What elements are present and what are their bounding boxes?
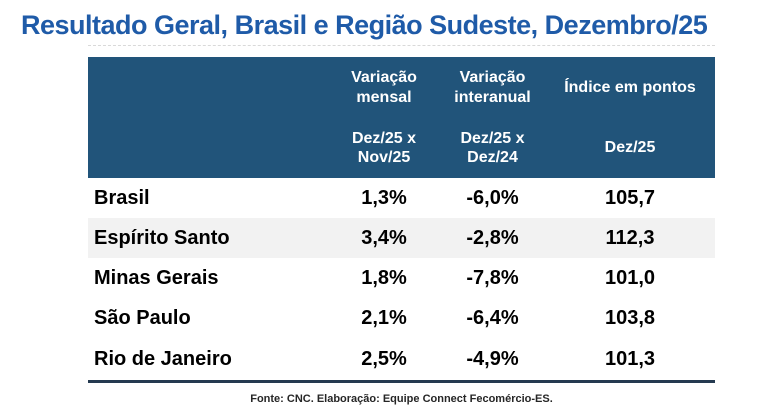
yearly-variation-value: -7,8% — [466, 266, 519, 289]
table-row-minas-gerais: Minas Gerais 1,8% -7,8% 101,0 — [88, 258, 715, 298]
table-header: Variação mensal Variação interanual Índi… — [88, 57, 715, 178]
index-points-value: 101,0 — [604, 266, 656, 289]
index-points-value: 112,3 — [605, 226, 655, 249]
monthly-variation-value: 2,1% — [361, 306, 407, 329]
header-cell-empty — [88, 118, 328, 178]
header-cell-yearly-period: Dez/25 x Dez/24 — [460, 129, 525, 166]
header-cell-index-period: Dez/25 — [604, 139, 656, 157]
index-points-value: 105,7 — [604, 186, 656, 209]
table-row-rio-de-janeiro: Rio de Janeiro 2,5% -4,9% 101,3 — [88, 338, 715, 383]
yearly-variation-value: -2,8% — [466, 226, 519, 249]
page-title: Resultado Geral, Brasil e Região Sudeste… — [21, 10, 708, 40]
monthly-variation-value: 1,3% — [361, 186, 407, 209]
source-note: Fonte: CNC. Elaboração: Equipe Connect F… — [250, 393, 553, 405]
header-cell-yearly-variation: Variação interanual — [454, 69, 531, 106]
table-header-row-periods: Dez/25 x Nov/25 Dez/25 x Dez/24 Dez/25 — [88, 118, 715, 178]
monthly-variation-value: 2,5% — [361, 347, 407, 370]
yearly-variation-value: -6,4% — [466, 306, 519, 329]
row-label: São Paulo — [94, 306, 191, 329]
index-points-value: 101,3 — [604, 347, 656, 370]
row-label: Minas Gerais — [94, 266, 219, 289]
row-label: Rio de Janeiro — [94, 347, 232, 370]
yearly-variation-value: -4,9% — [466, 347, 519, 370]
table-row-espirito-santo: Espírito Santo 3,4% -2,8% 112,3 — [88, 218, 715, 258]
header-cell-index-points: Índice em pontos — [564, 78, 696, 96]
index-points-value: 103,8 — [604, 306, 656, 329]
row-label: Brasil — [94, 186, 150, 209]
row-label: Espírito Santo — [94, 226, 230, 249]
yearly-variation-value: -6,0% — [466, 186, 519, 209]
table-row-sao-paulo: São Paulo 2,1% -6,4% 103,8 — [88, 298, 715, 338]
header-cell-monthly-variation: Variação mensal — [351, 69, 417, 106]
table-top-gridline — [88, 45, 715, 46]
table-header-row-labels: Variação mensal Variação interanual Índi… — [88, 57, 715, 118]
monthly-variation-value: 1,8% — [361, 266, 407, 289]
header-cell-empty — [88, 57, 328, 118]
table-row-brasil: Brasil 1,3% -6,0% 105,7 — [88, 178, 715, 218]
header-cell-monthly-period: Dez/25 x Nov/25 — [351, 129, 417, 166]
monthly-variation-value: 3,4% — [361, 226, 407, 249]
results-table: Variação mensal Variação interanual Índi… — [88, 57, 715, 383]
